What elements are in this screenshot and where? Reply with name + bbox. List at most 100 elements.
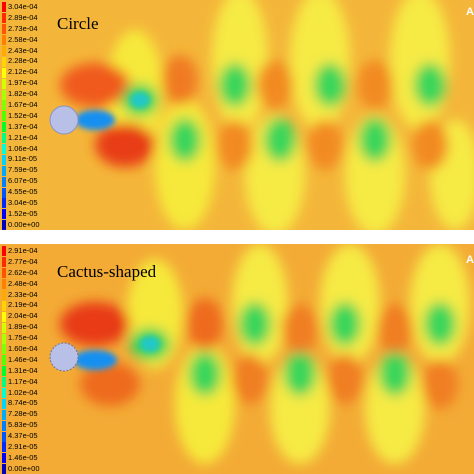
legend-label: 1.31e-04: [8, 365, 38, 375]
legend-entry: 0.00e+00: [2, 220, 40, 230]
legend-label: 2.89e-04: [8, 12, 38, 22]
legend-label: 3.04e-05: [8, 198, 38, 208]
legend-entry: 1.75e-04: [2, 333, 40, 344]
legend-swatch: [2, 144, 6, 155]
legend-swatch: [2, 35, 6, 46]
legend-entry: 1.46e-04: [2, 355, 40, 366]
legend-swatch: [2, 311, 6, 322]
circle-cylinder: [49, 105, 79, 135]
legend-label: 2.48e-04: [8, 278, 38, 288]
legend-label: 2.73e-04: [8, 23, 38, 33]
legend-swatch: [2, 257, 6, 268]
legend-entry: 2.12e-04: [2, 67, 40, 78]
legend-label: 0.00e+00: [8, 463, 40, 473]
legend-swatch: [2, 290, 6, 300]
legend-label: 6.07e-05: [8, 176, 38, 186]
panel-divider: [0, 230, 474, 244]
legend-entry: 1.21e-04: [2, 133, 40, 144]
legend-label: 3.04e-04: [8, 2, 38, 11]
legend-swatch: [2, 209, 6, 220]
legend-entry: 1.67e-04: [2, 100, 40, 111]
legend-entry: 2.43e-04: [2, 46, 40, 57]
legend-swatch: [2, 133, 6, 144]
legend-swatch: [2, 442, 6, 453]
legend-swatch: [2, 355, 6, 366]
legend-entry: 7.28e-05: [2, 409, 40, 420]
legend-label: 2.04e-04: [8, 311, 38, 321]
legend-label: 1.75e-04: [8, 333, 38, 343]
cactus-contour-panel: 2.91e-04 2.77e-04 2.62e-04 2.48e-04 2.33e-04…: [0, 244, 474, 474]
legend-swatch: [2, 100, 6, 111]
legend-entry: 2.62e-04: [2, 268, 40, 279]
legend-entry: 4.37e-05: [2, 431, 40, 442]
legend-label: 1.82e-04: [8, 89, 38, 99]
legend-label: 2.91e-04: [8, 246, 38, 255]
legend-entry: 7.59e-05: [2, 165, 40, 176]
legend-swatch: [2, 2, 6, 13]
legend-swatch: [2, 78, 6, 89]
legend-label: 1.89e-04: [8, 322, 38, 332]
legend-entry: 1.60e-04: [2, 344, 40, 355]
legend-label: 2.12e-04: [8, 67, 38, 77]
legend-entry: 2.91e-05: [2, 442, 40, 453]
legend-swatch: [2, 409, 6, 420]
legend-label: 1.60e-04: [8, 344, 38, 354]
legend-label: 1.52e-05: [8, 208, 38, 218]
legend-entry: 1.89e-04: [2, 322, 40, 333]
legend-entry: 6.07e-05: [2, 176, 40, 187]
legend-label: 7.28e-05: [8, 409, 38, 419]
legend-label: 1.37e-04: [8, 121, 38, 131]
legend-label: 4.55e-05: [8, 187, 38, 197]
legend-label: 2.43e-04: [8, 45, 38, 55]
legend-label: 2.77e-04: [8, 256, 38, 266]
legend-swatch: [2, 198, 6, 209]
legend-entry: 2.19e-04: [2, 300, 40, 311]
circle-corner-tag: A: [466, 6, 474, 18]
legend-swatch: [2, 398, 6, 409]
legend-label: 1.52e-04: [8, 110, 38, 120]
legend-swatch: [2, 268, 6, 279]
legend-entry: 2.33e-04: [2, 290, 40, 301]
legend-swatch: [2, 246, 6, 257]
legend-entry: 1.46e-05: [2, 453, 40, 464]
legend-swatch: [2, 431, 6, 442]
legend-entry: 2.91e-04: [2, 246, 40, 257]
legend-label: 1.97e-04: [8, 78, 38, 88]
legend-entry: 1.52e-05: [2, 209, 40, 220]
legend-swatch: [2, 300, 6, 311]
legend-swatch: [2, 279, 6, 290]
legend-label: 1.46e-05: [8, 452, 38, 462]
legend-swatch: [2, 420, 6, 431]
circle-contour-panel: 3.04e-04 2.89e-04 2.73e-04 2.58e-04 2.43e-04…: [0, 0, 474, 230]
legend-entry: 1.06e-04: [2, 144, 40, 155]
legend-swatch: [2, 388, 6, 399]
legend-swatch: [2, 89, 6, 100]
legend-label: 2.33e-04: [8, 289, 38, 299]
legend-entry: 9.11e-05: [2, 154, 40, 165]
legend-entry: 1.17e-04: [2, 377, 40, 388]
circle-color-legend: 3.04e-04 2.89e-04 2.73e-04 2.58e-04 2.43e-04…: [2, 2, 40, 230]
legend-entry: 2.58e-04: [2, 35, 40, 46]
legend-swatch: [2, 220, 6, 230]
legend-entry: 2.28e-04: [2, 56, 40, 67]
legend-swatch: [2, 24, 6, 35]
legend-entry: 1.82e-04: [2, 89, 40, 100]
legend-entry: 1.02e-04: [2, 388, 40, 399]
legend-label: 2.91e-05: [8, 442, 38, 452]
legend-label: 8.74e-05: [8, 398, 38, 408]
legend-entry: 1.52e-04: [2, 111, 40, 122]
legend-entry: 1.97e-04: [2, 78, 40, 89]
circle-panel-title: Circle: [57, 14, 99, 33]
legend-entry: 1.37e-04: [2, 122, 40, 133]
legend-entry: 2.73e-04: [2, 24, 40, 35]
legend-swatch: [2, 67, 6, 78]
cactus-color-legend: 2.91e-04 2.77e-04 2.62e-04 2.48e-04 2.33e-04…: [2, 246, 40, 474]
legend-entry: 2.89e-04: [2, 13, 40, 24]
legend-swatch: [2, 344, 6, 355]
legend-entry: 0.00e+00: [2, 464, 40, 474]
legend-entry: 3.04e-04: [2, 2, 40, 13]
cactus-panel-title: Cactus-shaped: [57, 262, 157, 281]
legend-swatch: [2, 13, 6, 24]
legend-entry: 2.77e-04: [2, 257, 40, 268]
legend-label: 9.11e-05: [8, 154, 38, 164]
